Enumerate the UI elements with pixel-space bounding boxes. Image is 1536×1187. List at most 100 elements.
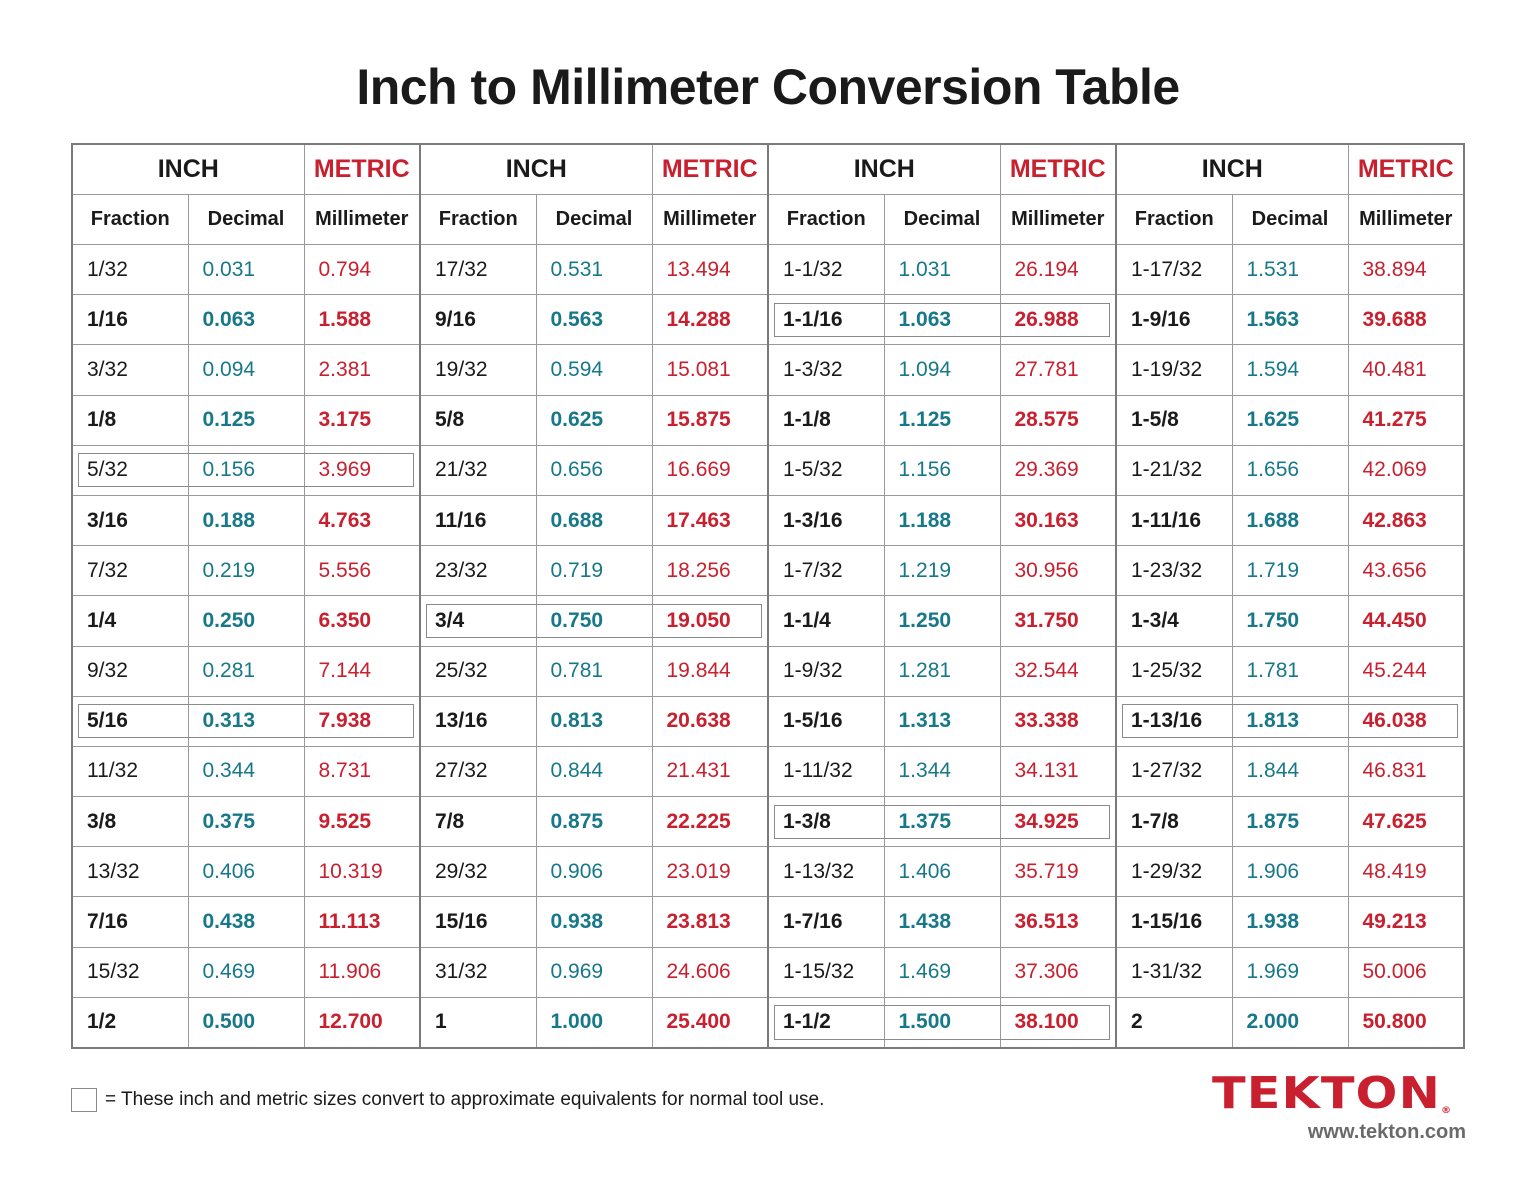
decimal-cell: 1.094 xyxy=(883,344,1001,396)
millimeter-cell: 3.969 xyxy=(303,444,421,496)
table-row: 13/32 0.406 10.319 29/32 0.906 23.019 1-13/32 1… xyxy=(71,846,1465,898)
subheader-row: Fraction Decimal Millimeter Fraction Decimal… xyxy=(71,194,1465,245)
millimeter-header: Millimeter xyxy=(303,194,421,245)
millimeter-cell: 5.556 xyxy=(303,545,421,597)
millimeter-cell: 40.481 xyxy=(1347,344,1465,396)
metric-header: METRIC xyxy=(303,143,421,195)
fraction-cell: 5/32 xyxy=(71,444,189,496)
fraction-cell: 7/16 xyxy=(71,896,189,948)
millimeter-cell: 45.244 xyxy=(1347,645,1465,697)
decimal-cell: 0.594 xyxy=(535,344,653,396)
decimal-header: Decimal xyxy=(883,194,1001,245)
decimal-cell: 1.031 xyxy=(883,243,1001,296)
millimeter-cell: 43.656 xyxy=(1347,545,1465,597)
fraction-cell: 27/32 xyxy=(419,745,537,798)
fraction-cell: 5/8 xyxy=(419,394,537,446)
decimal-cell: 0.875 xyxy=(535,796,653,848)
fraction-cell: 1/16 xyxy=(71,294,189,346)
fraction-cell: 13/16 xyxy=(419,695,537,747)
millimeter-cell: 35.719 xyxy=(999,846,1117,898)
inch-header: INCH xyxy=(1115,143,1349,195)
decimal-cell: 1.406 xyxy=(883,846,1001,898)
fraction-cell: 1-5/32 xyxy=(767,444,885,496)
decimal-cell: 0.969 xyxy=(535,946,653,998)
page-title: Inch to Millimeter Conversion Table xyxy=(356,59,1180,115)
millimeter-cell: 36.513 xyxy=(999,896,1117,948)
decimal-cell: 0.500 xyxy=(187,996,305,1049)
decimal-cell: 0.750 xyxy=(535,595,653,647)
decimal-cell: 1.250 xyxy=(883,595,1001,647)
decimal-cell: 1.313 xyxy=(883,695,1001,747)
millimeter-cell: 23.813 xyxy=(651,896,769,948)
millimeter-cell: 33.338 xyxy=(999,695,1117,747)
decimal-cell: 1.938 xyxy=(1231,896,1349,948)
fraction-cell: 1-27/32 xyxy=(1115,745,1233,798)
decimal-cell: 0.938 xyxy=(535,896,653,948)
fraction-cell: 23/32 xyxy=(419,545,537,597)
fraction-cell: 21/32 xyxy=(419,444,537,496)
table-row: 1/16 0.063 1.588 9/16 0.563 14.288 1-1/16 1.063… xyxy=(71,294,1465,346)
fraction-cell: 1-1/4 xyxy=(767,595,885,647)
fraction-cell: 1-11/32 xyxy=(767,745,885,798)
millimeter-cell: 14.288 xyxy=(651,294,769,346)
fraction-cell: 1-11/16 xyxy=(1115,494,1233,547)
decimal-cell: 1.563 xyxy=(1231,294,1349,346)
decimal-header: Decimal xyxy=(187,194,305,245)
fraction-cell: 1-1/2 xyxy=(767,996,885,1049)
millimeter-cell: 9.525 xyxy=(303,796,421,848)
decimal-cell: 0.469 xyxy=(187,946,305,998)
decimal-cell: 0.563 xyxy=(535,294,653,346)
fraction-cell: 1-5/8 xyxy=(1115,394,1233,446)
millimeter-cell: 21.431 xyxy=(651,745,769,798)
inch-header: INCH xyxy=(419,143,653,195)
registered-icon: ® xyxy=(1440,1106,1453,1116)
fraction-cell: 1/32 xyxy=(71,243,189,296)
tekton-logo: TEKTON® xyxy=(1212,1072,1452,1116)
fraction-cell: 1-13/16 xyxy=(1115,695,1233,747)
fraction-cell: 1-21/32 xyxy=(1115,444,1233,496)
fraction-cell: 1-13/32 xyxy=(767,846,885,898)
decimal-cell: 1.969 xyxy=(1231,946,1349,998)
millimeter-cell: 23.019 xyxy=(651,846,769,898)
decimal-header: Decimal xyxy=(535,194,653,245)
millimeter-cell: 24.606 xyxy=(651,946,769,998)
table-row: 5/32 0.156 3.969 21/32 0.656 16.669 1-5/32 1.15… xyxy=(71,444,1465,496)
fraction-cell: 1-15/32 xyxy=(767,946,885,998)
decimal-cell: 0.031 xyxy=(187,243,305,296)
decimal-cell: 1.438 xyxy=(883,896,1001,948)
table-row: 11/32 0.344 8.731 27/32 0.844 21.431 1-11/32 1.… xyxy=(71,745,1465,798)
decimal-cell: 1.531 xyxy=(1231,243,1349,296)
decimal-cell: 1.000 xyxy=(535,996,653,1049)
fraction-cell: 19/32 xyxy=(419,344,537,396)
fraction-cell: 17/32 xyxy=(419,243,537,296)
fraction-cell: 11/32 xyxy=(71,745,189,798)
inch-header: INCH xyxy=(767,143,1001,195)
millimeter-cell: 25.400 xyxy=(651,996,769,1049)
decimal-cell: 0.250 xyxy=(187,595,305,647)
legend-text: = These inch and metric sizes convert to… xyxy=(105,1089,825,1110)
millimeter-cell: 15.875 xyxy=(651,394,769,446)
millimeter-header: Millimeter xyxy=(1347,194,1465,245)
fraction-cell: 1/8 xyxy=(71,394,189,446)
conversion-table: INCH METRIC INCH METRIC INCH METRIC INCH METRIC… xyxy=(71,143,1465,1049)
decimal-cell: 0.906 xyxy=(535,846,653,898)
decimal-cell: 0.375 xyxy=(187,796,305,848)
millimeter-cell: 7.144 xyxy=(303,645,421,697)
fraction-cell: 13/32 xyxy=(71,846,189,898)
legend: = These inch and metric sizes convert to… xyxy=(71,1088,824,1112)
millimeter-cell: 4.763 xyxy=(303,494,421,547)
millimeter-cell: 42.069 xyxy=(1347,444,1465,496)
decimal-cell: 0.438 xyxy=(187,896,305,948)
millimeter-header: Millimeter xyxy=(999,194,1117,245)
decimal-cell: 1.281 xyxy=(883,645,1001,697)
decimal-cell: 1.594 xyxy=(1231,344,1349,396)
millimeter-cell: 1.588 xyxy=(303,294,421,346)
decimal-cell: 0.625 xyxy=(535,394,653,446)
millimeter-cell: 38.100 xyxy=(999,996,1117,1049)
millimeter-cell: 18.256 xyxy=(651,545,769,597)
inch-header: INCH xyxy=(71,143,305,195)
fraction-cell: 1/4 xyxy=(71,595,189,647)
millimeter-cell: 41.275 xyxy=(1347,394,1465,446)
millimeter-cell: 2.381 xyxy=(303,344,421,396)
fraction-cell: 15/16 xyxy=(419,896,537,948)
